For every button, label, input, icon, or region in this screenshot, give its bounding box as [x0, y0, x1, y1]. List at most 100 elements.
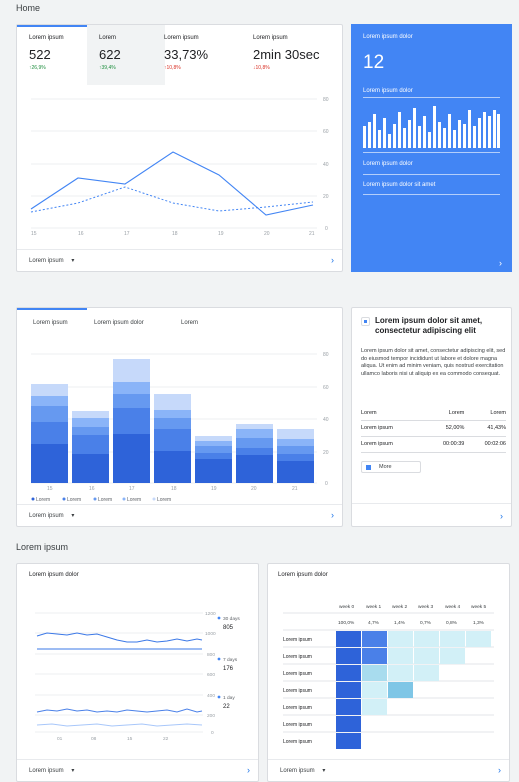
date-range-dropdown[interactable]: Lorem ipsum ▾ — [29, 257, 74, 264]
table-header: Lorem — [490, 409, 506, 416]
metric-tab-4[interactable]: Lorem ipsum 2min 30sec ↓10,8% — [253, 35, 319, 71]
table-cell: 52,00% — [445, 425, 465, 431]
series-1-day-line — [36, 708, 203, 713]
caret-down-icon: ▾ — [71, 513, 75, 519]
legend-label: Lorem — [98, 497, 112, 503]
page-title: Home — [16, 3, 41, 13]
row-label: Lorem ipsum — [283, 637, 312, 643]
series-current-line — [30, 151, 314, 216]
bar-stack-21 — [277, 429, 314, 483]
x-tick-label: 17 — [129, 486, 135, 492]
divider — [363, 152, 500, 153]
date-range-label: Lorem ipsum — [29, 258, 64, 264]
x-tick-label: 16 — [89, 486, 95, 492]
realtime-card: Lorem ipsum dolor 12 Lorem ipsum dolor L… — [351, 24, 512, 272]
table-cell: Lorem ipsum — [361, 441, 393, 447]
metric-value: 33,73% — [164, 47, 209, 62]
x-tick-label: 01 — [57, 736, 63, 742]
traffic-stacked-bar-chart: 80 60 40 20 0 15 16 17 18 19 20 21 — [31, 352, 329, 503]
x-tick-label: 15 — [31, 231, 37, 237]
tab-lorem-ipsum-dolor[interactable]: Lorem ipsum dolor — [94, 320, 144, 326]
y-tick-label: 40 — [323, 162, 329, 168]
column-header: week 4 — [445, 604, 461, 610]
realtime-value: 12 — [363, 52, 385, 73]
tab-lorem-ipsum[interactable]: Lorem ipsum — [33, 320, 68, 326]
metric-value: 522 — [29, 47, 51, 62]
row-label: Lorem ipsum — [283, 722, 312, 728]
legend-label: 30 days — [223, 616, 240, 622]
metric-tab-2[interactable]: Lorem 622 ↑39,4% — [99, 35, 121, 71]
more-label: More — [379, 464, 392, 470]
table-header: Lorem — [448, 409, 465, 416]
cohort-heatmap: week 0 week 1 week 2 week 3 week 4 week … — [283, 604, 494, 749]
y-tick-label: 200 — [207, 713, 215, 719]
legend-label: Lorem — [157, 497, 171, 503]
metric-tab-1[interactable]: Lorem ipsum 522 ↑26,9% — [29, 35, 64, 71]
column-header: week 5 — [471, 604, 487, 610]
overview-footer: Lorem ipsum ▾ › — [17, 249, 342, 271]
chevron-right-icon[interactable]: › — [331, 255, 334, 265]
table-row: Lorem ipsum 52,00% 41,43% — [361, 420, 506, 436]
traffic-footer: Lorem ipsum ▾ › — [17, 504, 342, 526]
chevron-right-icon[interactable]: › — [498, 765, 501, 775]
x-tick-label: 18 — [172, 231, 178, 237]
x-tick-label: 21 — [309, 231, 315, 237]
date-range-label: Lorem ipsum — [29, 513, 64, 519]
divider — [363, 194, 500, 195]
legend-value: 176 — [223, 666, 234, 672]
row-label: Lorem ipsum — [283, 654, 312, 660]
y-tick-label: 800 — [207, 652, 215, 658]
x-tick-label: 08 — [91, 736, 97, 742]
column-total: 0,7% — [420, 620, 432, 626]
y-tick-label: 20 — [323, 194, 329, 200]
row-label: Lorem ipsum — [283, 739, 312, 745]
metric-label: Lorem ipsum — [29, 35, 64, 41]
metric-label: Lorem — [99, 35, 117, 41]
chevron-right-icon[interactable]: › — [247, 765, 250, 775]
metric-value: 622 — [99, 47, 121, 62]
insight-card: Lorem ipsum dolor sit amet, consectetur … — [351, 307, 512, 527]
legend-label: Lorem — [67, 497, 81, 503]
tab-lorem[interactable]: Lorem — [181, 320, 199, 326]
y-tick-label: 600 — [207, 672, 215, 678]
chevron-right-icon[interactable]: › — [499, 258, 502, 268]
date-range-dropdown[interactable]: Lorem ipsum ▾ — [29, 767, 74, 774]
chevron-right-icon[interactable]: › — [331, 510, 334, 520]
table-cell: 00:00:39 — [442, 441, 465, 447]
y-tick-label: 80 — [323, 352, 329, 358]
card-title: Lorem ipsum dolor — [29, 572, 79, 578]
heatmap-cells — [336, 631, 491, 749]
insight-table: Lorem Lorem Lorem Lorem ipsum 52,00% 41,… — [361, 406, 506, 453]
realtime-label-1: Lorem ipsum dolor — [363, 161, 413, 167]
column-header: week 3 — [418, 604, 434, 610]
y-tick-label: 60 — [323, 385, 329, 391]
more-button[interactable]: More — [361, 461, 421, 473]
bar-stack-15 — [31, 384, 68, 483]
y-tick-label: 40 — [323, 417, 329, 423]
date-range-dropdown[interactable]: Lorem ipsum ▾ — [280, 767, 325, 774]
traffic-card: Lorem ipsum Lorem ipsum dolor Lorem 80 6… — [16, 307, 343, 527]
column-header: week 0 — [339, 604, 355, 610]
x-tick-label: 22 — [163, 736, 169, 742]
bar-stack-16 — [72, 411, 109, 483]
x-tick-label: 19 — [218, 231, 224, 237]
overview-line-chart: 80 60 40 20 0 15 16 17 18 19 20 21 — [30, 97, 329, 237]
table-cell: 00:02:06 — [484, 441, 506, 447]
cohort-footer: Lorem ipsum ▾ › — [268, 759, 509, 781]
divider — [352, 503, 511, 504]
y-tick-label: 0 — [325, 481, 328, 487]
chevron-right-icon[interactable]: › — [500, 511, 503, 521]
cohort-card: Lorem ipsum dolor week 0 week 1 week 2 w… — [267, 563, 510, 782]
realtime-label-2: Lorem ipsum dolor sit amet — [363, 182, 436, 188]
row-label: Lorem ipsum — [283, 688, 312, 694]
date-range-dropdown[interactable]: Lorem ipsum ▾ — [29, 512, 74, 519]
y-tick-label: 80 — [323, 97, 329, 103]
column-header: week 1 — [366, 604, 382, 610]
active-users-footer: Lorem ipsum ▾ › — [17, 759, 258, 781]
y-tick-label: 1200 — [205, 611, 216, 617]
metric-tab-3[interactable]: Lorem ipsum 33,73% ↑10,8% — [164, 35, 208, 71]
more-swatch — [366, 465, 371, 470]
insight-icon — [361, 317, 370, 326]
x-tick-label: 20 — [251, 486, 257, 492]
bar-stack-17 — [113, 359, 150, 483]
